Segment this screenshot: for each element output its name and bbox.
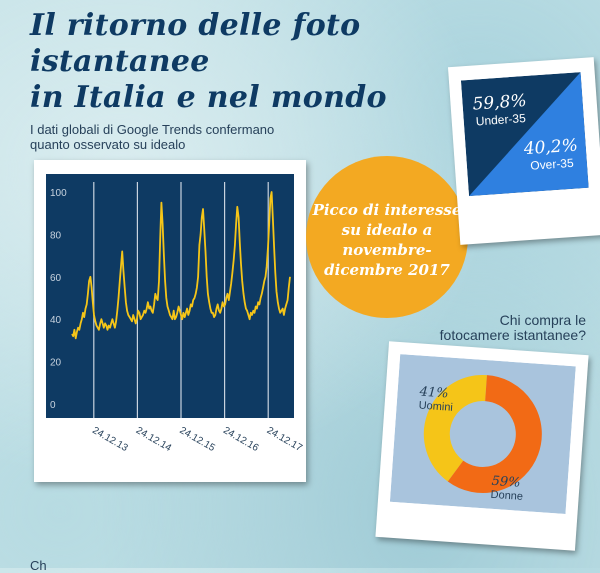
highlight-line-3: novembre- bbox=[342, 241, 432, 259]
donut-slice-donne bbox=[447, 375, 542, 493]
buyers-donut-polaroid: 41% Uomini 59% Donne bbox=[375, 341, 589, 551]
highlight-circle: Picco di interesse su idealo a novembre-… bbox=[306, 156, 468, 318]
y-tick-label: 80 bbox=[50, 230, 62, 241]
highlight-line-1: Picco di interesse bbox=[312, 201, 462, 219]
page-title: Il ritorno delle foto istantanee in Ital… bbox=[30, 8, 470, 116]
x-tick-label: 24.12.15 bbox=[178, 425, 218, 454]
trends-chart-polaroid: 0 20 40 60 80 100 24.12.13 24.12.14 24.12.15 24.1… bbox=[34, 160, 306, 482]
y-tick-label: 20 bbox=[50, 358, 62, 369]
buyers-question-line-2: fotocamere istantanee? bbox=[439, 327, 586, 343]
slice-name-label: Donne bbox=[490, 489, 523, 503]
donut-slice-uomini bbox=[423, 375, 487, 482]
over-35-stat: 40,2% Over-35 bbox=[523, 135, 579, 173]
series-line bbox=[71, 191, 291, 340]
bottom-cut-text: Ch bbox=[30, 558, 47, 573]
under-35-stat: 59,8% Under-35 bbox=[472, 91, 528, 129]
age-split-polaroid: 59,8% Under-35 40,2% Over-35 bbox=[447, 57, 600, 245]
title-line-2: in Italia e nel mondo bbox=[30, 80, 387, 115]
x-tick-label: 24.12.17 bbox=[265, 425, 305, 454]
buyers-question: Chi compra le fotocamere istantanee? bbox=[406, 313, 586, 343]
y-tick-label: 0 bbox=[50, 400, 56, 411]
y-tick-label: 40 bbox=[50, 315, 62, 326]
chart-subtitle: I dati globali di Google Trends conferma… bbox=[30, 122, 330, 152]
slice-value-label: 59% bbox=[491, 474, 521, 491]
y-tick-label: 100 bbox=[50, 188, 67, 199]
subtitle-line-1: I dati globali di Google Trends conferma… bbox=[30, 122, 275, 137]
x-tick-label: 24.12.13 bbox=[90, 425, 130, 454]
x-tick-label: 24.12.16 bbox=[221, 425, 261, 454]
highlight-line-2: su idealo a bbox=[341, 221, 433, 239]
plot-area bbox=[46, 174, 294, 418]
highlight-text: Picco di interesse su idealo a novembre-… bbox=[306, 200, 468, 280]
buyers-donut-chart: 41%Uomini 59%Donne bbox=[389, 354, 576, 514]
buyers-question-line-1: Chi compra le bbox=[499, 312, 586, 328]
donut-background bbox=[389, 354, 576, 514]
y-tick-label: 60 bbox=[50, 273, 62, 284]
subtitle-line-2: quanto osservato su idealo bbox=[30, 137, 186, 152]
slice-value-label: 41% bbox=[418, 384, 449, 401]
x-tick-label: 24.12.14 bbox=[134, 425, 174, 454]
title-line-1: Il ritorno delle foto istantanee bbox=[30, 8, 361, 79]
slice-name-label: Uomini bbox=[418, 399, 453, 413]
age-split-panel: 59,8% Under-35 40,2% Over-35 bbox=[460, 72, 589, 197]
highlight-line-4: dicembre 2017 bbox=[324, 261, 450, 279]
